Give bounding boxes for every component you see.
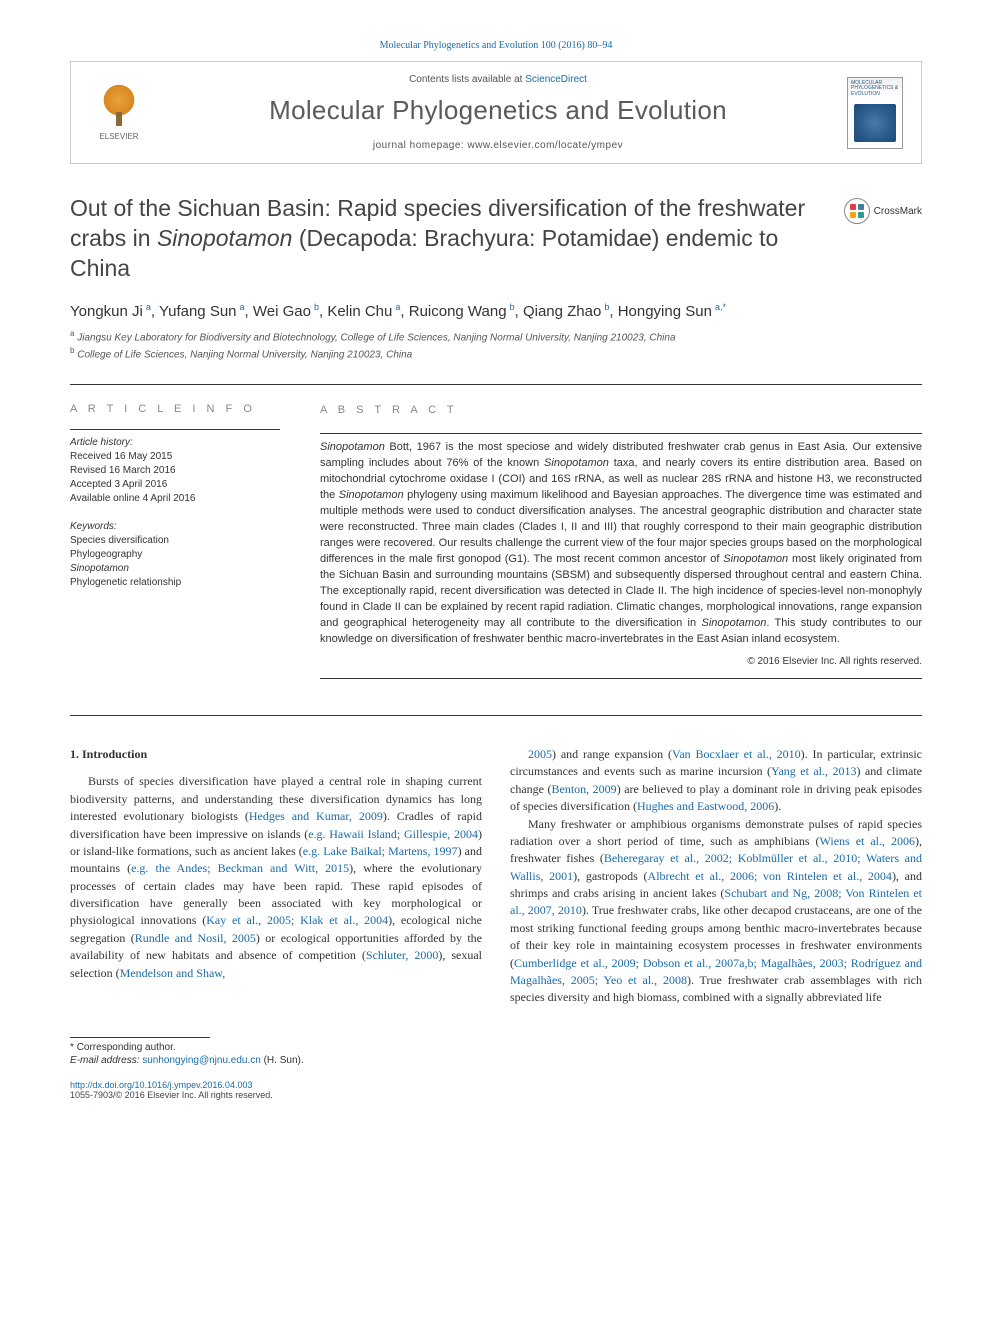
- history-line: Available online 4 April 2016: [70, 492, 280, 506]
- author: Kelin Chu a: [327, 303, 400, 320]
- sciencedirect-link[interactable]: ScienceDirect: [525, 74, 587, 85]
- email-address[interactable]: sunhongying@njnu.edu.cn: [142, 1055, 261, 1066]
- corresponding-author: * Corresponding author.: [70, 1042, 922, 1053]
- affiliations: a Jiangsu Key Laboratory for Biodiversit…: [70, 328, 922, 363]
- title-genus: Sinopotamon: [157, 225, 293, 251]
- affiliation-line: b College of Life Sciences, Nanjing Norm…: [70, 345, 922, 362]
- author-affiliation-marker: b: [510, 302, 515, 312]
- author: Qiang Zhao b: [523, 303, 609, 320]
- cover-title-text: MOLECULAR PHYLOGENETICS & EVOLUTION: [848, 78, 902, 101]
- author-affiliation-marker: a: [395, 302, 400, 312]
- crossmark-icon: [844, 198, 870, 224]
- email-name: (H. Sun).: [261, 1055, 304, 1066]
- author: Yongkun Ji a: [70, 303, 151, 320]
- affiliation-marker: b: [70, 346, 74, 355]
- authors-line: Yongkun Ji a, Yufang Sun a, Wei Gao b, K…: [70, 302, 922, 320]
- article-info-sidebar: A R T I C L E I N F O Article history: R…: [70, 403, 280, 685]
- abstract-heading: A B S T R A C T: [320, 403, 922, 419]
- keyword: Sinopotamon: [70, 562, 280, 576]
- section-title: Introduction: [82, 747, 147, 761]
- abstract-copyright: © 2016 Elsevier Inc. All rights reserved…: [320, 655, 922, 670]
- corresp-text: Corresponding author.: [77, 1042, 176, 1053]
- contents-prefix: Contents lists available at: [409, 74, 525, 85]
- author: Wei Gao b: [253, 303, 319, 320]
- corresponding-star-icon: *: [722, 302, 726, 312]
- author-affiliation-marker: b: [314, 302, 319, 312]
- author-affiliation-marker: a: [240, 302, 245, 312]
- contents-available-line: Contents lists available at ScienceDirec…: [149, 74, 847, 85]
- doi-block: http://dx.doi.org/10.1016/j.ympev.2016.0…: [70, 1080, 922, 1100]
- cover-image-icon: [854, 104, 896, 142]
- elsevier-text: ELSEVIER: [99, 132, 138, 141]
- body-columns: 1. Introduction Bursts of species divers…: [70, 746, 922, 1007]
- info-divider: [70, 429, 280, 430]
- homepage-url[interactable]: www.elsevier.com/locate/ympev: [467, 140, 623, 151]
- article-title: Out of the Sichuan Basin: Rapid species …: [70, 194, 832, 284]
- crossmark-label: CrossMark: [874, 206, 922, 217]
- email-line: E-mail address: sunhongying@njnu.edu.cn …: [70, 1055, 922, 1066]
- author: Ruicong Wang b: [409, 303, 515, 320]
- journal-homepage: journal homepage: www.elsevier.com/locat…: [149, 140, 847, 151]
- author-affiliation-marker: a: [146, 302, 151, 312]
- affiliation-marker: a: [70, 329, 74, 338]
- abstract-divider: [320, 433, 922, 434]
- column-left: 1. Introduction Bursts of species divers…: [70, 746, 482, 1007]
- elsevier-logo[interactable]: ELSEVIER: [89, 84, 149, 141]
- abstract-column: A B S T R A C T Sinopotamon Bott, 1967 i…: [320, 403, 922, 685]
- keyword: Phylogeography: [70, 548, 280, 562]
- doi-link[interactable]: http://dx.doi.org/10.1016/j.ympev.2016.0…: [70, 1080, 252, 1090]
- issn-copyright: 1055-7903/© 2016 Elsevier Inc. All right…: [70, 1090, 273, 1100]
- author-affiliation-marker: b: [604, 302, 609, 312]
- divider: [70, 384, 922, 385]
- body-divider: [70, 715, 922, 716]
- intro-paragraph-1: Bursts of species diversification have p…: [70, 773, 482, 982]
- intro-paragraph-1-cont: 2005) and range expansion (Van Bocxlaer …: [510, 746, 922, 816]
- history-label: Article history:: [70, 436, 280, 450]
- author: Yufang Sun a: [159, 303, 245, 320]
- history-line: Revised 16 March 2016: [70, 464, 280, 478]
- abstract-text: Sinopotamon Bott, 1967 is the most speci…: [320, 440, 922, 647]
- history-line: Accepted 3 April 2016: [70, 478, 280, 492]
- journal-name: Molecular Phylogenetics and Evolution: [149, 95, 847, 126]
- section-1-heading: 1. Introduction: [70, 746, 482, 763]
- footer-divider: [70, 1037, 210, 1038]
- affiliation-line: a Jiangsu Key Laboratory for Biodiversit…: [70, 328, 922, 345]
- crossmark-badge[interactable]: CrossMark: [844, 198, 922, 224]
- journal-header: ELSEVIER Contents lists available at Sci…: [70, 61, 922, 164]
- elsevier-tree-icon: [96, 84, 142, 130]
- article-history-block: Article history: Received 16 May 2015Rev…: [70, 436, 280, 506]
- keyword: Phylogenetic relationship: [70, 576, 280, 590]
- history-line: Received 16 May 2015: [70, 450, 280, 464]
- homepage-prefix: journal homepage:: [373, 140, 468, 151]
- column-right: 2005) and range expansion (Van Bocxlaer …: [510, 746, 922, 1007]
- author: Hongying Sun a,*: [618, 303, 726, 320]
- keywords-block: Keywords: Species diversificationPhyloge…: [70, 520, 280, 590]
- top-citation: Molecular Phylogenetics and Evolution 10…: [70, 40, 922, 51]
- journal-cover[interactable]: MOLECULAR PHYLOGENETICS & EVOLUTION: [847, 77, 903, 149]
- corresp-star: *: [70, 1042, 74, 1053]
- keywords-label: Keywords:: [70, 520, 280, 534]
- section-number: 1.: [70, 747, 79, 761]
- keyword: Species diversification: [70, 534, 280, 548]
- article-info-heading: A R T I C L E I N F O: [70, 403, 280, 415]
- intro-paragraph-2: Many freshwater or amphibious organisms …: [510, 816, 922, 1007]
- abstract-bottom-divider: [320, 678, 922, 679]
- page-footer: * Corresponding author. E-mail address: …: [70, 1037, 922, 1100]
- email-label: E-mail address:: [70, 1055, 142, 1066]
